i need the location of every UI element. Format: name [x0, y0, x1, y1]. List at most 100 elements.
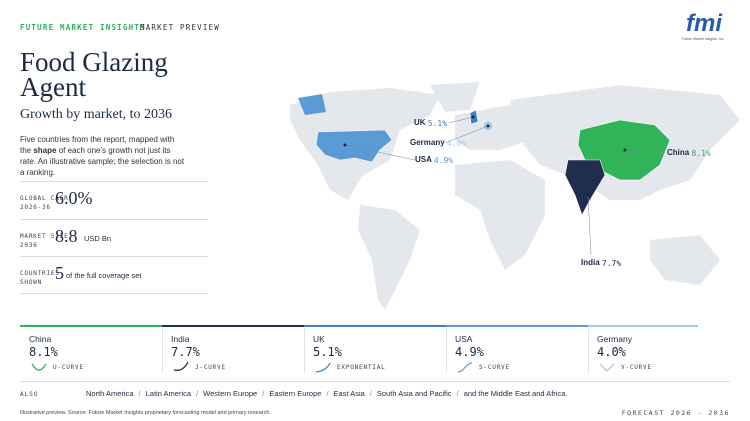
stat-unit: of the full coverage set — [66, 271, 142, 280]
leader-line — [344, 144, 416, 161]
also-separator: / — [196, 389, 199, 398]
card-rate: 4.0% — [597, 345, 626, 359]
card-country: Germany — [597, 334, 632, 344]
curve-path — [315, 362, 331, 373]
region: and the Middle East and Africa. — [463, 389, 568, 398]
footer-source: Illustrative preview. Source: Future Mar… — [20, 410, 271, 416]
description: Five countries from the report, mapped w… — [20, 134, 185, 178]
stat-unit: USD Bn — [84, 233, 112, 243]
card-country: India — [171, 334, 190, 344]
card-divider — [446, 327, 447, 373]
card-divider — [304, 327, 305, 373]
africa — [455, 160, 545, 270]
card-curve: V-CURVE — [621, 364, 652, 371]
country-highlight — [564, 159, 606, 216]
map-rate: 7.7% — [602, 259, 621, 268]
card-curve: S-CURVE — [479, 364, 510, 371]
footer-forecast: FORECAST 2026 - 2036 — [621, 409, 730, 417]
map-rate: 4.9% — [434, 156, 453, 165]
country-highlight — [315, 129, 393, 163]
card-divider — [588, 327, 589, 373]
map-label: China 8.1% — [667, 148, 711, 157]
also-row: North America / Latin America / Western Euro… — [86, 389, 567, 398]
region: South Asia and Pacific — [376, 389, 452, 398]
stat-divider — [20, 181, 208, 182]
card-divider — [162, 327, 163, 373]
also-separator: / — [138, 389, 141, 398]
region: Latin America — [145, 389, 192, 398]
map-label: India 7.7% — [581, 258, 621, 267]
description-after: of each one's growth not just its rate. … — [20, 146, 185, 177]
also-separator: / — [326, 389, 329, 398]
section: MARKET PREVIEW — [140, 23, 221, 32]
title: Food Glazing Agent — [20, 47, 168, 102]
map-rate: 4.0% — [447, 139, 466, 148]
card-rate: 7.7% — [171, 345, 200, 359]
leader-dot — [471, 115, 475, 119]
leader-dot — [486, 124, 490, 128]
card-rate: 4.9% — [455, 345, 484, 359]
stat-label: MARKET SIZE — [20, 232, 69, 240]
curve-icon — [173, 361, 189, 371]
region: East Asia — [333, 389, 365, 398]
map-rate: 8.1% — [691, 149, 710, 158]
curve-path — [173, 361, 189, 371]
brand: FUTURE MARKET INSIGHTS — [20, 23, 146, 32]
card-curve: J-CURVE — [195, 364, 226, 371]
card-border — [588, 325, 698, 327]
leader-dot — [343, 143, 347, 147]
card-country: China — [29, 334, 52, 344]
leader-line — [587, 194, 592, 256]
stat-value: 5 — [55, 263, 64, 283]
card-border — [304, 325, 446, 327]
curve-icon — [31, 363, 47, 371]
curve-icon — [457, 362, 473, 373]
curve-path — [457, 362, 473, 373]
logo: fmi — [686, 10, 722, 37]
stat-divider — [20, 218, 208, 220]
stat-label: 2026-36 — [20, 204, 51, 211]
stat-value: 6.0% — [55, 188, 93, 208]
curve-path — [599, 363, 615, 372]
region: Western Europe — [203, 389, 258, 398]
stat-divider — [20, 293, 208, 294]
separator: · — [127, 23, 130, 32]
divider — [20, 381, 730, 382]
logo-caption: Future Market Insights, Inc. — [682, 37, 725, 41]
stat-label: COUNTRIES — [20, 270, 60, 277]
map-label: Germany 4.0% — [410, 138, 466, 147]
card-curve: U-CURVE — [53, 364, 84, 371]
stat-divider — [20, 256, 208, 257]
card-rate: 5.1% — [313, 345, 342, 359]
stat-value: 8.8 — [55, 225, 78, 246]
card-rate: 8.1% — [29, 345, 58, 359]
card-border — [20, 325, 162, 327]
curve-icon — [315, 362, 331, 373]
subtitle: Growth by market, to 2036 — [20, 107, 173, 122]
stat-label: 2036 — [20, 241, 38, 249]
card-border — [162, 325, 304, 327]
card-curve: EXPONENTIAL — [337, 364, 386, 371]
also-separator: / — [456, 389, 459, 398]
land — [290, 82, 740, 310]
stat-label: SHOWN — [20, 279, 43, 286]
stat-label: GLOBAL CAGR — [20, 195, 69, 202]
leader-dot — [623, 148, 627, 152]
curve-path — [31, 363, 47, 371]
leader-dot — [586, 193, 590, 197]
description-before: Five countries from the report, mapped w… — [20, 135, 175, 155]
country-highlight — [298, 94, 326, 115]
curve-icon — [599, 363, 615, 372]
map-rate: 5.1% — [428, 119, 447, 128]
card-border — [446, 325, 588, 327]
map-label: USA 4.9% — [415, 155, 453, 164]
leader-line — [624, 149, 665, 154]
leader-line — [444, 125, 489, 144]
greenland — [430, 82, 480, 112]
australia — [650, 235, 720, 285]
map-label: UK 5.1% — [414, 118, 447, 127]
card-country: UK — [313, 334, 325, 344]
description-bold: shape — [33, 146, 57, 155]
